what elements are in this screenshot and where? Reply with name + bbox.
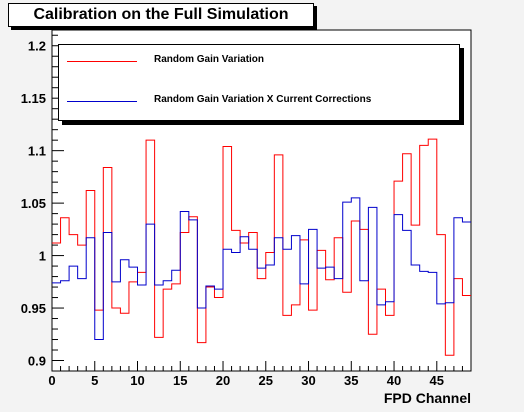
legend: Random Gain Variation Random Gain Variat… [58, 44, 460, 121]
legend-swatch-red [67, 61, 137, 62]
legend-label-current-corrections: Random Gain Variation X Current Correcti… [154, 94, 372, 105]
x-tick-label: 5 [91, 373, 98, 388]
legend-swatch-blue [67, 101, 137, 102]
x-tick-label: 35 [344, 373, 358, 388]
y-tick-label: 1.05 [21, 196, 46, 211]
x-tick-label: 30 [301, 373, 315, 388]
chart-title-box: Calibration on the Full Simulation [8, 3, 314, 27]
x-axis-label: FPD Channel [384, 390, 471, 406]
x-tick-label: 15 [173, 373, 187, 388]
x-tick-label: 45 [430, 373, 444, 388]
x-tick-label: 20 [216, 373, 230, 388]
x-tick-label: 10 [130, 373, 144, 388]
series-line-1 [52, 197, 471, 341]
y-tick-label: 1 [39, 249, 46, 264]
legend-label-random-gain: Random Gain Variation [154, 54, 265, 65]
y-tick-label: 1.1 [28, 144, 46, 159]
y-tick-label: 1.15 [21, 91, 46, 106]
series-line-0 [52, 138, 471, 356]
x-tick-label: 25 [259, 373, 273, 388]
legend-entry-current-corrections: Random Gain Variation X Current Correcti… [59, 91, 459, 111]
y-tick-label: 0.9 [28, 354, 46, 369]
x-tick-label: 0 [48, 373, 55, 388]
x-tick-label: 40 [387, 373, 401, 388]
legend-entry-random-gain: Random Gain Variation [59, 51, 459, 71]
y-tick-label: 0.95 [21, 301, 46, 316]
y-tick-label: 1.2 [28, 39, 46, 54]
chart-title: Calibration on the Full Simulation [33, 6, 289, 23]
